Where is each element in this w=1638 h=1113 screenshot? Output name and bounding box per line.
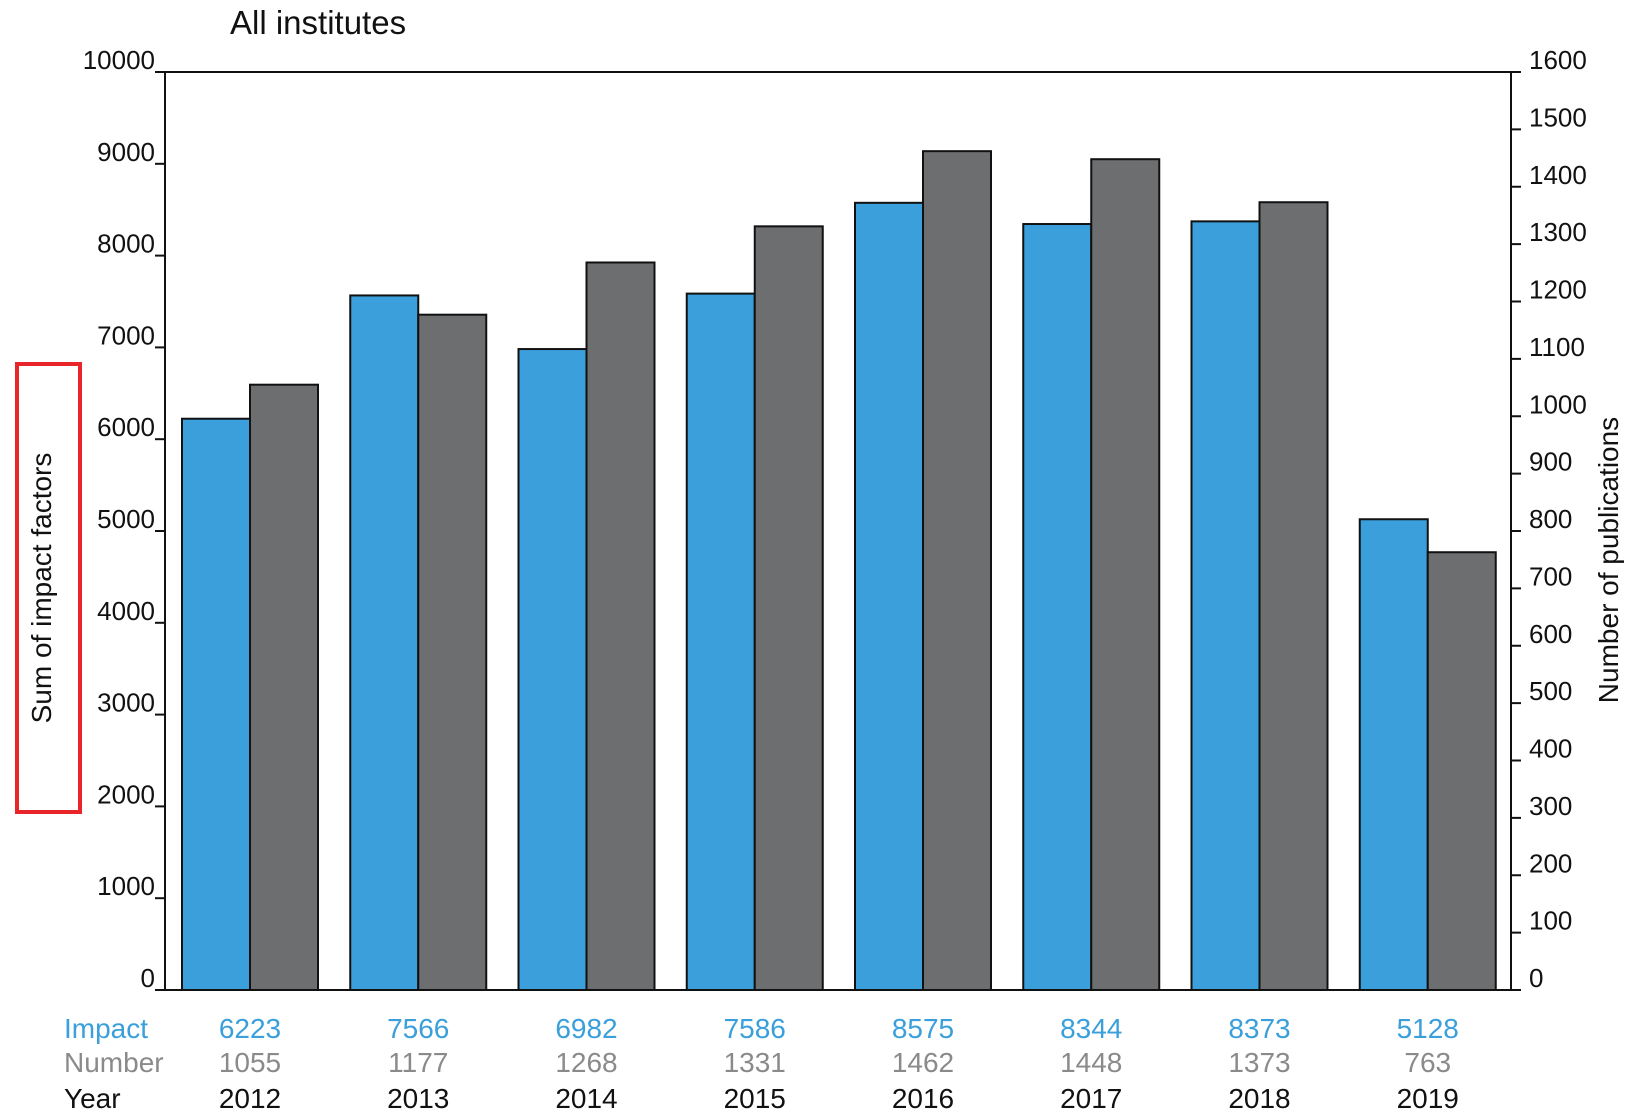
left-axis-ticks: 0 1000 2000 3000 4000 5000 6000 7000 8000 9000 100… xyxy=(83,45,165,993)
bar-number-2017 xyxy=(1090,158,1161,991)
right-tick-label: 100 xyxy=(1529,906,1572,936)
table-cell-impact: 7566 xyxy=(387,1013,449,1044)
table-cell-impact: 8575 xyxy=(892,1013,954,1044)
table-cell-impact: 7586 xyxy=(724,1013,786,1044)
table-cell-impact: 5128 xyxy=(1397,1013,1459,1044)
bar-number-2018 xyxy=(1258,201,1329,991)
right-tick-label: 400 xyxy=(1529,734,1572,764)
left-tick-label: 10000 xyxy=(83,45,155,75)
bar-number-2019 xyxy=(1426,551,1497,991)
table-cell-year: 2012 xyxy=(219,1083,281,1113)
table-cell-year: 2017 xyxy=(1060,1083,1122,1113)
bars xyxy=(181,150,1497,992)
chart-title: All institutes xyxy=(230,4,406,41)
bar-number-2012 xyxy=(249,383,319,992)
right-axis-label: Number of publications xyxy=(1593,417,1624,703)
bar-impact-2014 xyxy=(517,348,588,991)
left-tick-label: 7000 xyxy=(97,320,155,350)
right-tick-label: 1000 xyxy=(1529,389,1587,419)
table-cell-number: 1373 xyxy=(1228,1047,1290,1078)
right-tick-label: 600 xyxy=(1529,619,1572,649)
left-tick-label: 9000 xyxy=(97,137,155,167)
table-cell-impact: 8344 xyxy=(1060,1013,1122,1044)
table-cell-number: 1055 xyxy=(219,1047,281,1078)
right-tick-label: 1300 xyxy=(1529,217,1587,247)
table-cell-year: 2018 xyxy=(1228,1083,1290,1113)
table-cell-impact: 6223 xyxy=(219,1013,281,1044)
bar-impact-2018 xyxy=(1190,220,1261,992)
right-tick-label: 1100 xyxy=(1529,332,1585,362)
right-tick-label: 500 xyxy=(1529,676,1572,706)
table-cell-year: 2015 xyxy=(724,1083,786,1113)
bar-number-2013 xyxy=(417,313,488,992)
table-cell-number: 1177 xyxy=(388,1047,448,1078)
right-tick-label: 1600 xyxy=(1529,45,1587,75)
table-row-label-year: Year xyxy=(64,1083,121,1113)
right-tick-label: 200 xyxy=(1529,848,1572,878)
left-tick-label: 0 xyxy=(141,963,155,993)
table-cell-impact: 8373 xyxy=(1228,1013,1290,1044)
left-tick-label: 1000 xyxy=(97,871,155,901)
right-tick-label: 300 xyxy=(1529,791,1572,821)
right-tick-label: 900 xyxy=(1529,447,1572,477)
table-cell-number: 1268 xyxy=(555,1047,617,1078)
right-tick-label: 1500 xyxy=(1529,102,1587,132)
right-tick-label: 1200 xyxy=(1529,275,1587,305)
bar-impact-2013 xyxy=(349,294,420,991)
data-table: Impact 6223 7566 6982 7586 8575 8344 8373 5128 Nu… xyxy=(64,1013,1459,1113)
table-row-label-impact: Impact xyxy=(64,1013,148,1044)
table-cell-number: 763 xyxy=(1404,1047,1451,1078)
table-cell-number: 1331 xyxy=(724,1047,786,1078)
left-tick-label: 2000 xyxy=(97,779,155,809)
table-cell-year: 2016 xyxy=(892,1083,954,1113)
bar-impact-2016 xyxy=(854,201,924,991)
bar-impact-2015 xyxy=(685,292,756,991)
bar-number-2016 xyxy=(922,150,992,992)
table-cell-number: 1462 xyxy=(892,1047,954,1078)
left-tick-label: 3000 xyxy=(97,688,155,718)
right-axis-ticks: 0 100 200 300 400 500 600 700 800 900 1000 1100 1200… xyxy=(1511,45,1587,993)
left-tick-label: 8000 xyxy=(97,229,155,259)
table-cell-year: 2013 xyxy=(387,1083,449,1113)
table-cell-year: 2014 xyxy=(555,1083,617,1113)
left-tick-label: 4000 xyxy=(97,596,155,626)
table-cell-year: 2019 xyxy=(1397,1083,1459,1113)
right-tick-label: 700 xyxy=(1529,561,1572,591)
right-tick-label: 0 xyxy=(1529,963,1543,993)
left-axis-label-highlight xyxy=(15,362,82,814)
table-cell-impact: 6982 xyxy=(555,1013,617,1044)
right-tick-label: 800 xyxy=(1529,504,1572,534)
left-axis-label: Sum of impact factors xyxy=(26,453,57,724)
left-tick-label: 6000 xyxy=(97,412,155,442)
table-cell-number: 1448 xyxy=(1060,1047,1122,1078)
bar-impact-2017 xyxy=(1022,223,1093,991)
bar-number-2014 xyxy=(585,261,656,991)
bar-impact-2019 xyxy=(1358,518,1429,991)
left-tick-label: 5000 xyxy=(97,504,155,534)
table-row-label-number: Number xyxy=(64,1047,164,1078)
bar-number-2015 xyxy=(753,225,824,991)
bar-impact-2012 xyxy=(181,417,251,992)
right-tick-label: 1400 xyxy=(1529,160,1587,190)
